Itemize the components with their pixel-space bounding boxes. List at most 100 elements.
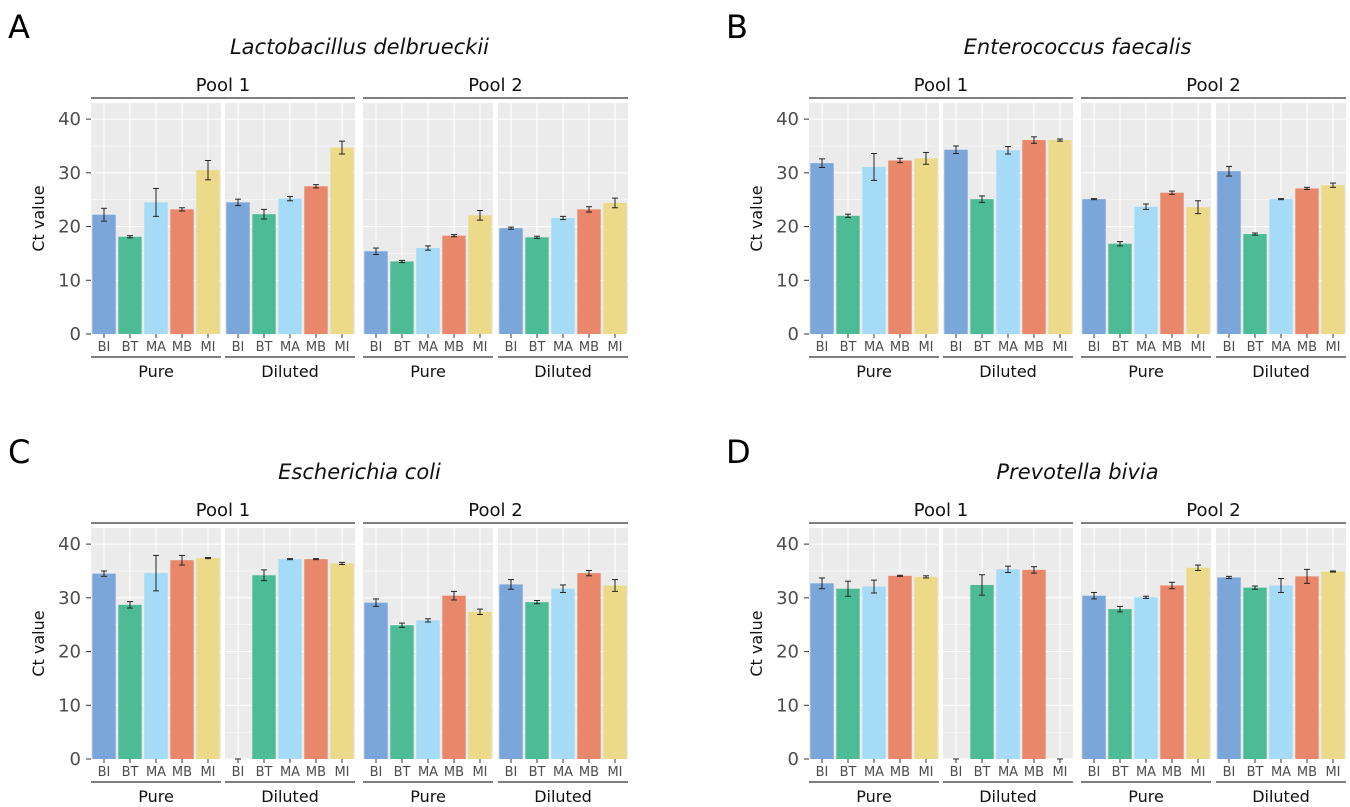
bar-mb	[1022, 140, 1046, 334]
bar-mb	[442, 235, 466, 334]
bar-bt	[390, 625, 414, 759]
error-bar	[897, 157, 903, 164]
chart-panel-c: C Escherichia coli Pool 1 Pool 2 Ct value 0 10…	[8, 433, 628, 806]
x-tick-label: MA	[146, 340, 166, 355]
bar-ma	[862, 166, 886, 334]
x-tick-label: MA	[864, 340, 884, 355]
pool-label: Pool 1	[914, 500, 968, 521]
x-tick-label: BT	[122, 340, 139, 355]
y-tick-label: 20	[58, 217, 81, 238]
x-tick-label: BT	[394, 340, 411, 355]
error-bar	[560, 215, 566, 221]
condition-label: Diluted	[534, 787, 592, 806]
facet: BI BT MA MB MI Diluted	[498, 528, 628, 806]
error-bar	[339, 140, 345, 155]
facet: BI BT MA MB MI Diluted	[1216, 103, 1346, 381]
error-bar	[1031, 566, 1037, 574]
error-bar	[871, 579, 877, 594]
error-bar	[534, 235, 540, 239]
bar-mi	[1186, 207, 1210, 334]
y-tick-label: 20	[58, 642, 81, 663]
condition-label: Pure	[1128, 362, 1164, 381]
bar-ma	[278, 559, 302, 759]
bar-mi	[330, 563, 354, 759]
error-bar	[477, 608, 483, 615]
x-tick-label: MB	[1162, 340, 1182, 355]
x-tick-label: MB	[1162, 765, 1182, 780]
bar-mb	[888, 575, 912, 759]
bar-mi	[196, 558, 220, 759]
x-tick-label: BT	[529, 340, 546, 355]
bar-mb	[1022, 569, 1046, 759]
x-tick-label: MA	[998, 765, 1018, 780]
error-bar	[205, 557, 211, 560]
error-bar	[1143, 595, 1149, 599]
x-tick-label: MI	[472, 340, 487, 355]
y-tick-label: 10	[776, 695, 799, 716]
x-tick-label: MA	[553, 340, 573, 355]
error-bar	[127, 235, 133, 239]
x-tick-label: MI	[918, 340, 933, 355]
condition-label: Diluted	[979, 362, 1037, 381]
bar-bi	[1082, 595, 1106, 759]
x-tick-label: MA	[418, 340, 438, 355]
chart-title: Lactobacillus delbrueckii	[230, 35, 489, 59]
y-tick-label: 40	[58, 534, 81, 555]
bar-ma	[1269, 199, 1293, 334]
facet: BI BT MA MB MI Diluted	[225, 103, 355, 381]
x-tick-label: MB	[1297, 765, 1317, 780]
x-tick-label: MI	[334, 340, 349, 355]
error-bar	[179, 207, 185, 212]
x-tick-label: MI	[1325, 765, 1340, 780]
bar-ma	[1134, 597, 1158, 759]
error-bar	[508, 579, 514, 590]
x-tick-label: BT	[256, 340, 273, 355]
x-tick-label: BI	[505, 340, 518, 355]
bar-mb	[442, 595, 466, 759]
x-tick-label: BT	[529, 765, 546, 780]
bar-mb	[888, 160, 912, 334]
x-tick-label: BI	[505, 765, 518, 780]
x-tick-label: BT	[1247, 340, 1264, 355]
x-tick-label: BI	[370, 765, 383, 780]
bar-bi	[810, 583, 834, 759]
chart-title: Prevotella bivia	[996, 460, 1158, 484]
y-tick-label: 0	[788, 324, 799, 345]
x-tick-label: MI	[918, 765, 933, 780]
condition-label: Diluted	[1252, 362, 1310, 381]
error-bar	[1226, 575, 1232, 579]
x-tick-label: MA	[280, 340, 300, 355]
error-bar	[586, 206, 592, 213]
error-bar	[127, 601, 133, 609]
error-bar	[153, 554, 159, 592]
panel-letter: D	[726, 433, 751, 471]
error-bar	[1278, 198, 1284, 201]
error-bar	[399, 622, 405, 628]
x-tick-label: MI	[1190, 340, 1205, 355]
y-tick-label: 20	[776, 217, 799, 238]
error-bar	[508, 226, 514, 230]
bar-bi	[944, 149, 968, 334]
error-bar	[179, 554, 185, 566]
condition-label: Pure	[410, 787, 446, 806]
bar-mi	[196, 170, 220, 334]
error-bar	[845, 213, 851, 218]
x-tick-label: BT	[974, 340, 991, 355]
condition-label: Pure	[138, 362, 174, 381]
error-bar	[287, 558, 293, 561]
bar-bt	[1243, 587, 1267, 759]
condition-label: Pure	[1128, 787, 1164, 806]
y-tick-label: 40	[776, 109, 799, 130]
facet: BI BT MA MB MI Pure	[363, 103, 493, 381]
error-bar	[1169, 190, 1175, 195]
error-bar	[399, 259, 405, 264]
y-tick-label: 20	[776, 642, 799, 663]
x-tick-label: MB	[890, 340, 910, 355]
bar-ma	[551, 217, 575, 334]
x-tick-label: MI	[200, 340, 215, 355]
bar-bi	[1082, 199, 1106, 334]
x-tick-label: MI	[1190, 765, 1205, 780]
bar-mb	[304, 186, 328, 334]
y-tick-label: 0	[70, 324, 81, 345]
x-tick-label: BI	[950, 765, 963, 780]
